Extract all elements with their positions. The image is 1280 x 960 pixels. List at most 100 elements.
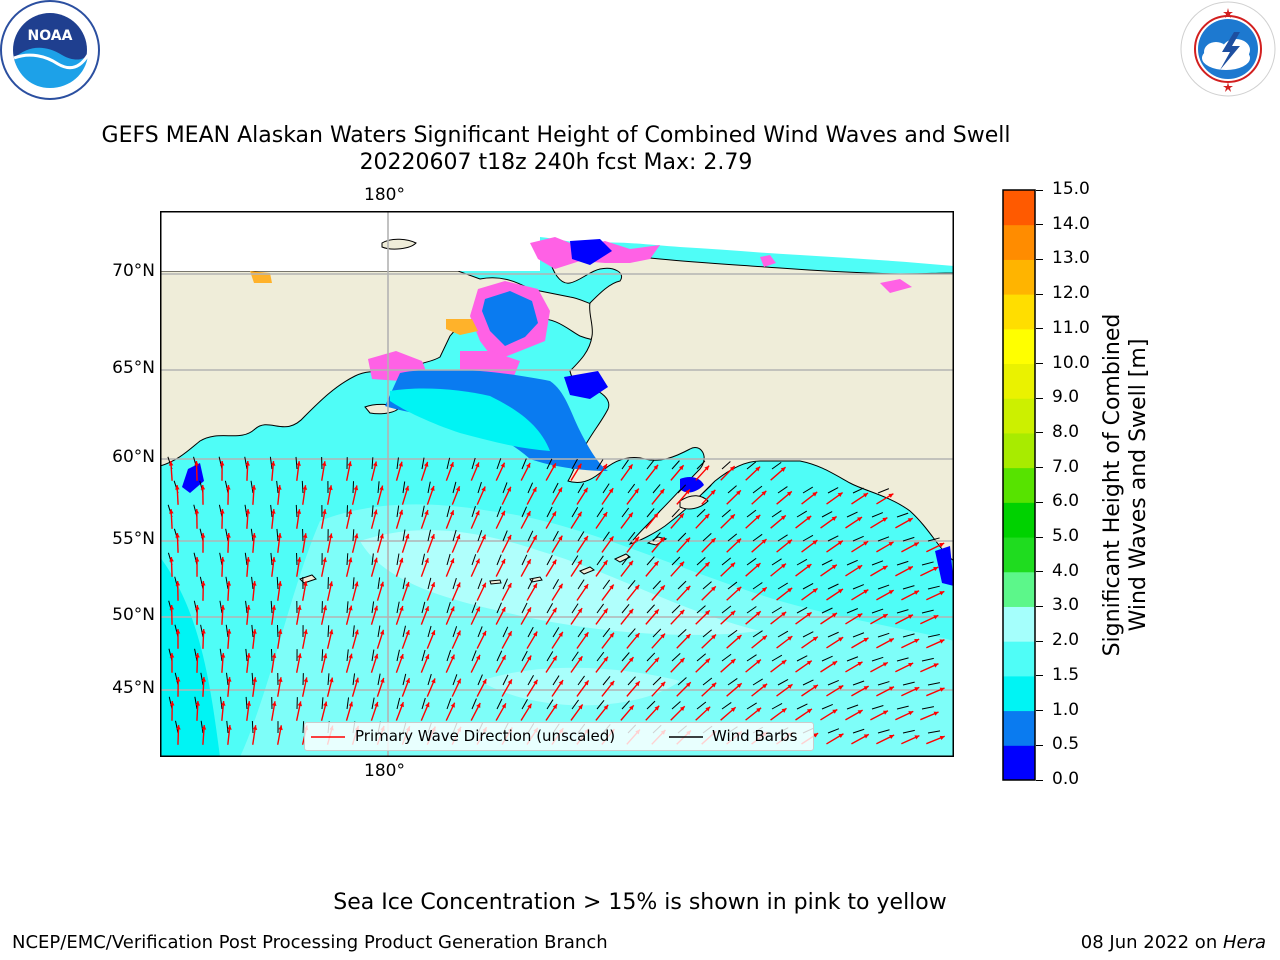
wave-direction-arrow (200, 532, 206, 553)
wind-barb (571, 555, 579, 566)
wind-barb (746, 509, 757, 518)
wave-direction-arrow (645, 705, 660, 721)
wind-barb (446, 650, 452, 662)
wave-direction-arrow (801, 684, 819, 697)
wind-barb (627, 483, 636, 494)
wave-direction-arrow (695, 658, 711, 673)
wave-direction-arrow (326, 677, 334, 697)
wave-direction-arrow (695, 465, 710, 481)
wind-barb (927, 633, 940, 638)
wind-barb (777, 678, 789, 686)
wave-direction-arrow (351, 485, 359, 505)
wind-barb (902, 585, 915, 590)
wind-barb (496, 698, 503, 710)
wind-barb (721, 461, 731, 470)
wind-barb (396, 457, 399, 470)
wind-barb (577, 531, 585, 542)
wind-barb (377, 481, 380, 494)
wave-direction-arrow (277, 629, 283, 649)
wave-direction-arrow (176, 724, 181, 745)
wave-direction-arrow (895, 614, 914, 625)
wind-barb (871, 512, 884, 518)
wave-direction-arrow (201, 676, 207, 697)
wave-direction-arrow (226, 532, 231, 553)
wind-barb (244, 552, 248, 566)
wave-direction-arrow (551, 679, 564, 697)
wave-direction-arrow (501, 486, 512, 505)
wave-direction-arrow (227, 725, 232, 745)
wind-barb (452, 577, 457, 590)
wave-direction-arrow (895, 710, 914, 721)
wind-barb (577, 675, 585, 686)
wind-barb (621, 652, 630, 662)
wind-barb (571, 699, 579, 710)
wave-direction-arrow (277, 581, 283, 601)
wave-direction-arrow (476, 486, 486, 505)
wave-direction-arrow (826, 636, 844, 649)
wave-direction-arrow (620, 512, 634, 529)
wind-barb (244, 456, 248, 470)
colorbar (1002, 189, 1036, 781)
wind-barb (727, 629, 738, 638)
colorbar-band (1003, 432, 1035, 469)
wind-barb (646, 700, 656, 710)
wind-barb (671, 652, 681, 662)
wind-barb (377, 673, 381, 686)
wind-barb (577, 483, 585, 494)
wave-direction-arrow (926, 590, 945, 601)
wave-direction-arrow (676, 633, 692, 649)
wave-direction-arrow (526, 486, 538, 505)
wave-direction-arrow (169, 652, 175, 673)
wind-barb (877, 632, 890, 638)
wave-direction-arrow (420, 509, 429, 529)
wave-direction-arrow (271, 701, 277, 721)
wave-direction-arrow (326, 533, 333, 553)
wave-direction-arrow (501, 630, 513, 649)
wave-direction-arrow (795, 660, 813, 673)
wave-direction-arrow (545, 703, 558, 721)
wave-direction-arrow (851, 733, 870, 745)
wave-direction-arrow (795, 708, 813, 721)
wind-barb (821, 703, 833, 710)
wind-barb (346, 553, 349, 566)
wind-barb (219, 648, 223, 662)
wave-direction-arrow (776, 683, 793, 697)
wave-direction-arrow (576, 583, 589, 601)
wind-barb (371, 697, 375, 710)
wave-direction-arrow (326, 485, 333, 505)
wave-direction-arrow (745, 514, 761, 529)
wave-direction-arrow (770, 514, 787, 529)
wind-barb (646, 652, 656, 662)
map-frame (160, 211, 954, 757)
colorbar-tick-mark (1036, 779, 1043, 781)
wind-barb (245, 696, 248, 710)
wave-direction-arrow (470, 702, 481, 721)
wind-barb (677, 677, 687, 686)
lat-label-70: 70°N (112, 261, 155, 281)
wave-direction-arrow (876, 589, 895, 601)
wave-direction-arrow (301, 677, 309, 697)
colorbar-tick-mark (1036, 432, 1043, 434)
wave-direction-arrow (401, 533, 410, 553)
wind-barb (696, 557, 706, 566)
wind-barb (527, 482, 534, 494)
wave-direction-arrow (451, 678, 462, 697)
wave-direction-arrow (194, 460, 199, 481)
colorbar-band (1003, 675, 1035, 712)
wind-barb (224, 480, 229, 494)
wave-direction-arrow (194, 556, 200, 577)
wave-direction-arrow (626, 536, 640, 553)
wave-direction-arrow (296, 461, 301, 481)
wave-direction-arrow (270, 461, 276, 481)
wave-direction-arrow (426, 630, 436, 649)
wind-barb (596, 651, 605, 662)
wind-barb (746, 461, 757, 470)
wind-barb (502, 626, 509, 638)
wave-direction-arrow (751, 586, 768, 601)
wave-direction-arrow (470, 654, 481, 673)
wave-direction-arrow (520, 607, 532, 625)
wind-barb (218, 504, 223, 518)
wind-barb (346, 649, 349, 662)
wind-barb (225, 576, 229, 590)
wave-direction-arrow (576, 680, 590, 697)
